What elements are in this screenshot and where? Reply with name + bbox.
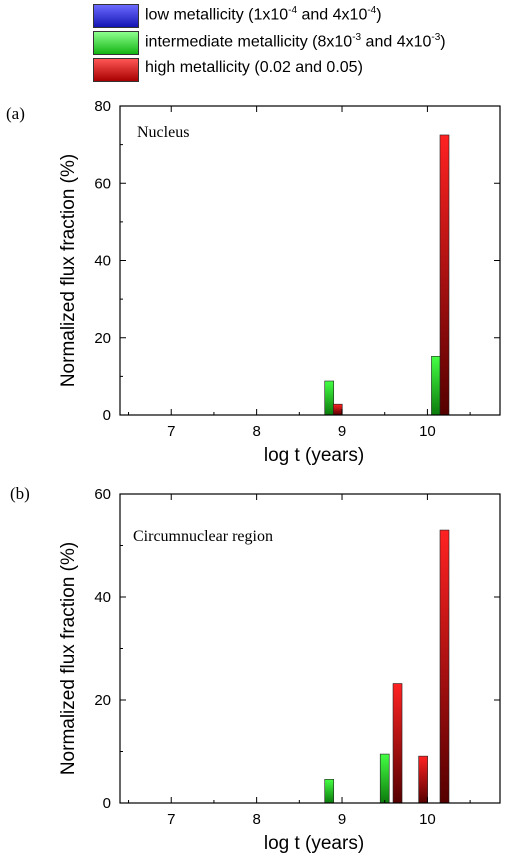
panel-letter-a: (a)	[6, 104, 25, 123]
y-axis-title: Normalized flux fraction (%)	[58, 542, 79, 775]
bar-b-intermediate-0	[324, 779, 335, 804]
x-axis-title: log t (years)	[264, 445, 364, 466]
y-tick-label: 60	[94, 175, 111, 192]
bar-a-high-1	[439, 134, 450, 416]
y-tick-label: 80	[94, 98, 111, 115]
y-axis-title: Normalized flux fraction (%)	[58, 154, 79, 387]
panel-annotation: Circumnuclear region	[133, 528, 273, 545]
bar-b-intermediate-1	[379, 753, 390, 804]
bar-a-intermediate-0	[324, 380, 335, 416]
x-tick-label: 10	[419, 811, 436, 828]
x-tick-label: 9	[338, 811, 346, 828]
bar-a-intermediate-1	[431, 355, 441, 416]
legend-swatch-low	[93, 4, 139, 28]
y-tick-label: 20	[94, 330, 111, 347]
y-tick-label: 0	[103, 407, 111, 424]
y-tick-label: 20	[94, 692, 111, 709]
legend-label-high: high metallicity (0.02 and 0.05)	[145, 59, 363, 76]
bar-b-high-0	[392, 683, 403, 804]
x-tick-label: 9	[338, 423, 346, 440]
legend-label-intermediate: intermediate metallicity (8x10-3 and 4x1…	[145, 32, 446, 51]
x-tick-label: 7	[167, 423, 175, 440]
legend-swatch-high	[93, 58, 139, 82]
bar-a-high-0	[332, 403, 343, 416]
x-tick-label: 10	[419, 423, 436, 440]
x-axis-title: log t (years)	[264, 833, 364, 854]
y-tick-label: 40	[94, 589, 111, 606]
x-tick-label: 8	[252, 811, 260, 828]
bar-b-high-1	[418, 755, 428, 804]
y-tick-label: 40	[94, 253, 111, 270]
x-tick-label: 7	[167, 811, 175, 828]
legend-swatch-intermediate	[93, 31, 139, 55]
y-tick-label: 0	[103, 795, 111, 812]
panel-letter-b: (b)	[10, 484, 30, 503]
bar-b-high-2	[439, 529, 450, 804]
x-tick-label: 8	[252, 423, 260, 440]
panel-annotation: Nucleus	[137, 124, 189, 141]
y-tick-label: 60	[94, 486, 111, 503]
legend-label-low: low metallicity (1x10-4 and 4x10-4)	[145, 5, 382, 24]
